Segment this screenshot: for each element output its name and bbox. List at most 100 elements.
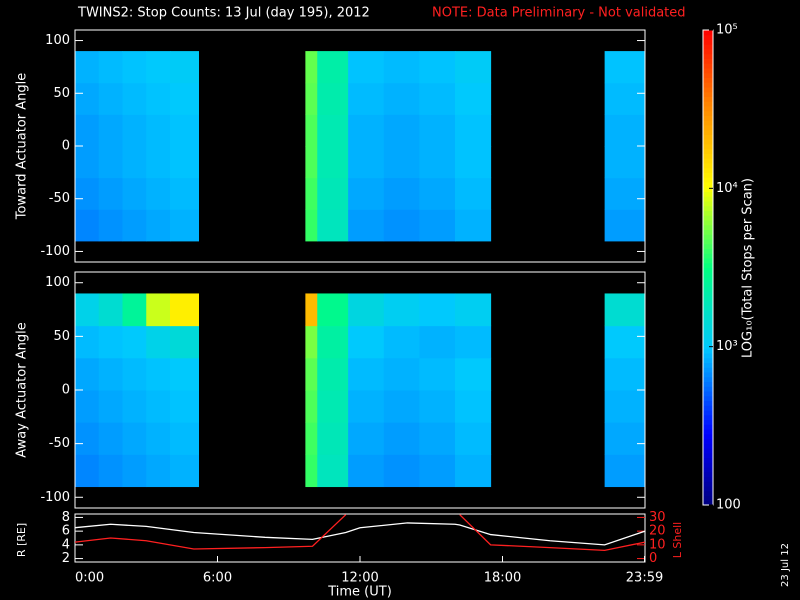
x-tick-label: 0:00 xyxy=(75,571,104,586)
heatmap-cell xyxy=(348,293,385,327)
colorbar-cell xyxy=(703,353,713,359)
colorbar-cell xyxy=(703,139,713,145)
heatmap-cell xyxy=(305,209,318,242)
heatmap-cell xyxy=(98,390,123,423)
colorbar-cell xyxy=(703,486,713,492)
colorbar-cell xyxy=(703,272,713,278)
heatmap-cell xyxy=(348,209,385,242)
heatmap-cell xyxy=(383,422,420,455)
heatmap-cell xyxy=(305,51,318,84)
colorbar-cell xyxy=(703,395,713,401)
colorbar-cell xyxy=(703,471,713,477)
x-tick-label: 12:00 xyxy=(341,571,378,586)
colorbar-cell xyxy=(703,34,713,40)
heatmap-cell xyxy=(98,82,123,115)
y2-tick-label: 30 xyxy=(649,510,666,525)
heatmap-cell xyxy=(98,454,123,488)
y-tick-label: 0 xyxy=(62,139,70,154)
heatmap-cell xyxy=(604,325,646,359)
heatmap-cell xyxy=(75,146,100,179)
heatmap-cell xyxy=(98,422,123,455)
heatmap-cell xyxy=(604,82,646,115)
heatmap-cell xyxy=(98,51,123,84)
y-tick-label: 100 xyxy=(45,33,70,48)
heatmap-cell xyxy=(305,82,318,115)
heatmap-cell xyxy=(122,209,147,242)
colorbar-cell xyxy=(703,201,713,207)
heatmap-cell xyxy=(146,422,171,455)
colorbar-cell xyxy=(703,277,713,283)
x-tick-label: 6:00 xyxy=(203,571,232,586)
heatmap-cell xyxy=(122,51,147,84)
colorbar-cell xyxy=(703,72,713,78)
heatmap-cell xyxy=(317,390,349,423)
colorbar-cell xyxy=(703,101,713,107)
heatmap-cell xyxy=(146,177,171,210)
heatmap-cell xyxy=(455,454,492,488)
y-axis-label: R [RE] xyxy=(15,523,28,557)
colorbar-cell xyxy=(703,134,713,140)
colorbar-cell xyxy=(703,87,713,93)
colorbar-cell xyxy=(703,248,713,254)
colorbar-cell xyxy=(703,125,713,131)
y2-tick-label: 10 xyxy=(649,537,666,552)
heatmap-cell xyxy=(305,177,318,210)
heatmap-cell xyxy=(317,51,349,84)
heatmap-cell xyxy=(604,51,646,84)
heatmap-cell xyxy=(75,422,100,455)
colorbar-cell xyxy=(703,467,713,473)
colorbar-cell xyxy=(703,158,713,164)
colorbar-cell xyxy=(703,357,713,363)
colorbar-cell xyxy=(703,163,713,169)
colorbar-label: LOG₁₀(Total Stops per Scan) xyxy=(741,178,756,358)
colorbar-cell xyxy=(703,177,713,183)
colorbar-cell xyxy=(703,110,713,116)
heatmap-cell xyxy=(170,114,199,147)
heatmap-cell xyxy=(170,177,199,210)
colorbar-cell xyxy=(703,334,713,340)
colorbar-cell xyxy=(703,424,713,430)
heatmap-cell xyxy=(348,177,385,210)
colorbar-cell xyxy=(703,343,713,349)
heatmap-cell xyxy=(383,293,420,327)
colorbar-cell xyxy=(703,63,713,69)
y-tick-label: 100 xyxy=(45,275,70,290)
colorbar-cell xyxy=(703,186,713,192)
colorbar-cell xyxy=(703,229,713,235)
heatmap-cell xyxy=(348,422,385,455)
colorbar-cell xyxy=(703,414,713,420)
heatmap-cell xyxy=(98,325,123,359)
heatmap-cell xyxy=(604,177,646,210)
heatmap-cell xyxy=(317,357,349,391)
colorbar-cell xyxy=(703,262,713,268)
colorbar-cell xyxy=(703,438,713,444)
heatmap-cell xyxy=(348,390,385,423)
y2-tick-label: 20 xyxy=(649,524,666,539)
heatmap-cell xyxy=(455,114,492,147)
heatmap-cell xyxy=(348,146,385,179)
colorbar-cell xyxy=(703,329,713,335)
colorbar-cell xyxy=(703,500,713,506)
colorbar-cell xyxy=(703,49,713,55)
heatmap-cell xyxy=(75,454,100,488)
colorbar-cell xyxy=(703,44,713,50)
colorbar-cell xyxy=(703,172,713,178)
heatmap-cell xyxy=(122,82,147,115)
heatmap-cell xyxy=(317,454,349,488)
colorbar-cell xyxy=(703,220,713,226)
colorbar-cell xyxy=(703,239,713,245)
heatmap-cell xyxy=(122,422,147,455)
heatmap-cell xyxy=(419,114,456,147)
heatmap-cell xyxy=(75,293,100,327)
heatmap-cell xyxy=(146,325,171,359)
heatmap-cell xyxy=(146,114,171,147)
colorbar-frame xyxy=(702,29,714,506)
heatmap-cell xyxy=(604,357,646,391)
heatmap-cell xyxy=(419,51,456,84)
colorbar-cell xyxy=(703,433,713,439)
colorbar-cell xyxy=(703,53,713,59)
heatmap-cell xyxy=(604,293,646,327)
y-tick-label: 4 xyxy=(62,537,70,552)
heatmap-cell xyxy=(305,422,318,455)
